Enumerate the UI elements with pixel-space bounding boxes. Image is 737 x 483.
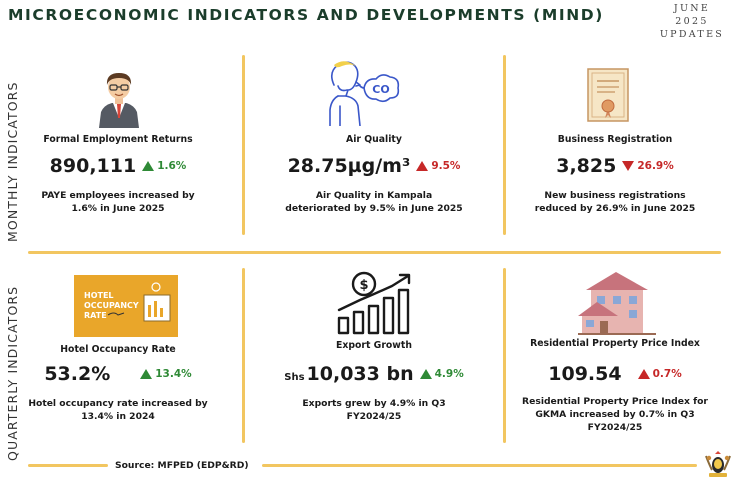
divider xyxy=(262,464,697,467)
currency-prefix: Shs xyxy=(284,372,305,383)
source-note: Source: MFPED (EDP&RD) xyxy=(115,460,249,471)
indicator-description: Exports grew by 4.9% in Q3 FY2024/25 xyxy=(302,398,446,422)
indicator-value: 53.2% xyxy=(44,363,111,385)
arrow-down-icon xyxy=(622,161,635,171)
change-badge: 0.7% xyxy=(637,368,682,380)
indicator-value: 109.54 xyxy=(548,363,622,385)
indicator-name: Hotel Occupancy Rate xyxy=(60,344,176,355)
indicator-description: Residential Property Price Index for GKM… xyxy=(522,396,708,433)
indicator-description: Hotel occupancy rate increased by 13.4% … xyxy=(28,398,208,422)
indicator-value: Shs 10,033 bn xyxy=(284,363,414,385)
divider xyxy=(503,55,506,235)
arrow-up-icon xyxy=(416,161,429,171)
change-badge: 1.6% xyxy=(142,160,186,172)
coat-of-arms-icon xyxy=(705,451,731,477)
houses-icon xyxy=(578,272,656,335)
svg-text:CO: CO xyxy=(372,83,389,96)
arrow-up-icon xyxy=(419,369,432,379)
arrow-up-icon xyxy=(140,369,153,379)
indicator-description: Air Quality in Kampala deteriorated by 9… xyxy=(285,190,463,214)
change-badge: 9.5% xyxy=(416,160,460,172)
business-person-icon xyxy=(99,73,139,128)
indicator-name: Business Registration xyxy=(557,134,673,145)
card-export-growth: Export Growth Shs 10,033 bn 4.9% Exports … xyxy=(262,340,486,423)
divider xyxy=(28,251,721,254)
indicator-description: New business registrations reduced by 26… xyxy=(534,190,696,214)
indicator-value: 3,825 xyxy=(556,155,617,177)
indicator-name: Residential Property Price Index xyxy=(530,338,700,349)
divider xyxy=(503,268,506,443)
indicator-description: PAYE employees increased by 1.6% in June… xyxy=(41,190,195,214)
svg-text:HOTEL: HOTEL xyxy=(84,291,114,300)
arrow-up-icon xyxy=(142,161,155,171)
indicator-value: 28.75µg/m³ xyxy=(287,155,411,177)
card-business-registration: Business Registration 3,825 26.9% New bu… xyxy=(515,134,715,215)
svg-text:OCCUPANCY: OCCUPANCY xyxy=(84,301,139,310)
certificate-icon xyxy=(587,68,629,122)
card-residential-property-price-index: Residential Property Price Index 109.54 … xyxy=(515,338,715,434)
period-label: JUNE 2025 UPDATES xyxy=(659,3,725,40)
card-air-quality: Air Quality 28.75µg/m³ 9.5% Air Quality … xyxy=(262,134,486,215)
hotel-occupancy-sign-icon: HOTEL OCCUPANCY RATE xyxy=(74,275,178,337)
indicator-name: Formal Employment Returns xyxy=(43,134,193,145)
change-badge: 4.9% xyxy=(419,368,464,380)
page-title: MICROECONOMIC INDICATORS AND DEVELOPMENT… xyxy=(8,6,604,24)
change-badge: 13.4% xyxy=(140,368,192,380)
export-growth-chart-icon: $ xyxy=(337,271,411,335)
divider xyxy=(28,464,108,467)
air-quality-person-co-icon: CO xyxy=(329,61,400,126)
divider xyxy=(242,268,245,443)
indicator-name: Air Quality xyxy=(346,134,402,145)
svg-text:RATE: RATE xyxy=(84,311,107,320)
divider xyxy=(242,55,245,235)
indicator-name: Export Growth xyxy=(336,340,412,351)
card-hotel-occupancy: Hotel Occupancy Rate 53.2% 13.4% Hotel o… xyxy=(18,344,218,423)
card-formal-employment: Formal Employment Returns 890,111 1.6% P… xyxy=(18,134,218,215)
indicator-value: 890,111 xyxy=(49,155,137,177)
svg-text:$: $ xyxy=(359,278,368,293)
change-badge: 26.9% xyxy=(622,160,674,172)
arrow-up-icon xyxy=(637,369,650,379)
